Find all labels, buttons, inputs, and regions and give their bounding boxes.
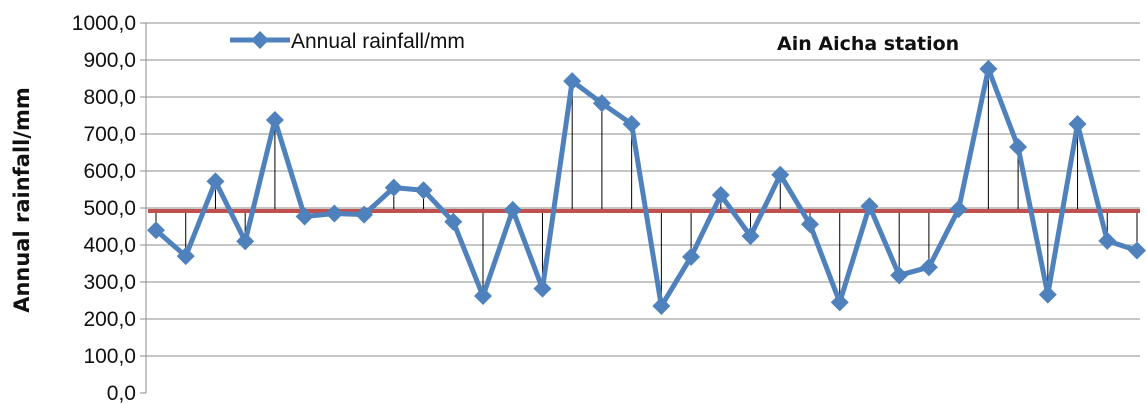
y-tick-label: 200,0 (83, 308, 136, 331)
data-point (592, 94, 611, 113)
mean-marker (748, 208, 753, 213)
data-point (206, 172, 225, 191)
mean-marker (718, 208, 723, 213)
mean-marker (659, 208, 664, 213)
chart-title: Ain Aicha station (777, 33, 959, 55)
mean-marker (1075, 208, 1080, 213)
legend-label: Annual rainfall/mm (291, 30, 465, 53)
data-point (147, 221, 165, 240)
mean-marker (778, 208, 783, 213)
series-points (147, 59, 1146, 316)
y-tick-label: 800,0 (83, 86, 136, 109)
y-tick-label: 100,0 (83, 345, 136, 368)
mean-marker (1045, 208, 1050, 213)
data-point (771, 165, 790, 184)
mean-marker (629, 208, 634, 213)
data-point (265, 110, 284, 129)
data-point (890, 266, 909, 285)
mean-marker (272, 208, 277, 213)
data-point (503, 200, 522, 219)
data-point (533, 279, 552, 298)
mean-marker (1105, 208, 1110, 213)
data-point (444, 212, 463, 231)
y-tick-label: 500,0 (83, 197, 136, 220)
mean-marker (183, 208, 188, 213)
data-point (979, 59, 998, 78)
data-point (325, 204, 344, 223)
mean-marker (421, 208, 426, 213)
mean-marker (986, 208, 991, 213)
series-line-annual-rainfall (154, 66, 1138, 309)
mean-marker (1135, 208, 1139, 213)
data-point (236, 232, 255, 251)
mean-marker (391, 208, 396, 213)
legend: Annual rainfall/mm (230, 30, 465, 53)
mean-marker (154, 208, 158, 213)
data-point (355, 205, 374, 224)
data-point (741, 227, 760, 246)
y-tick-label: 400,0 (83, 234, 136, 257)
data-point (652, 297, 671, 316)
y-tick-label: 300,0 (83, 271, 136, 294)
data-point (1098, 231, 1117, 250)
mean-marker (837, 208, 842, 213)
data-point (384, 178, 403, 197)
y-axis-ticks: 0,0 100,0 200,0 300,0 400,0 500,0 600,0 700,0 80… (72, 12, 146, 404)
data-point (682, 247, 701, 266)
data-point (563, 72, 582, 91)
data-point (1038, 285, 1057, 304)
mean-marker (1016, 208, 1021, 213)
mean-marker (481, 208, 485, 213)
mean-marker (213, 208, 218, 213)
data-point (622, 115, 641, 134)
y-tick-label: 600,0 (83, 160, 136, 183)
y-axis-label: Annual rainfall/mm (10, 87, 34, 313)
data-point (1128, 241, 1146, 260)
mean-marker (451, 208, 456, 213)
y-tick-label: 1000,0 (72, 12, 136, 35)
y-tick-label: 900,0 (83, 49, 136, 72)
data-point (295, 207, 314, 226)
deviation-lines (155, 68, 1138, 307)
mean-marker (926, 208, 931, 213)
data-point (1009, 137, 1028, 156)
mean-marker (689, 208, 694, 213)
mean-marker (599, 208, 604, 213)
y-tick-label: 700,0 (83, 123, 136, 146)
legend-marker (251, 31, 269, 49)
data-point (949, 200, 968, 219)
mean-marker (897, 208, 902, 213)
data-point (919, 258, 938, 277)
data-point (830, 293, 849, 312)
data-point (711, 186, 730, 205)
data-point (474, 287, 492, 306)
y-tick-label: 0,0 (107, 382, 136, 404)
data-point (801, 215, 819, 234)
mean-marker (808, 208, 812, 213)
mean-marker (570, 208, 575, 213)
mean-marker (243, 208, 248, 213)
data-point (1068, 115, 1087, 134)
data-point (176, 247, 195, 266)
data-point (860, 197, 879, 216)
mean-marker (540, 208, 545, 213)
data-point (414, 181, 433, 200)
